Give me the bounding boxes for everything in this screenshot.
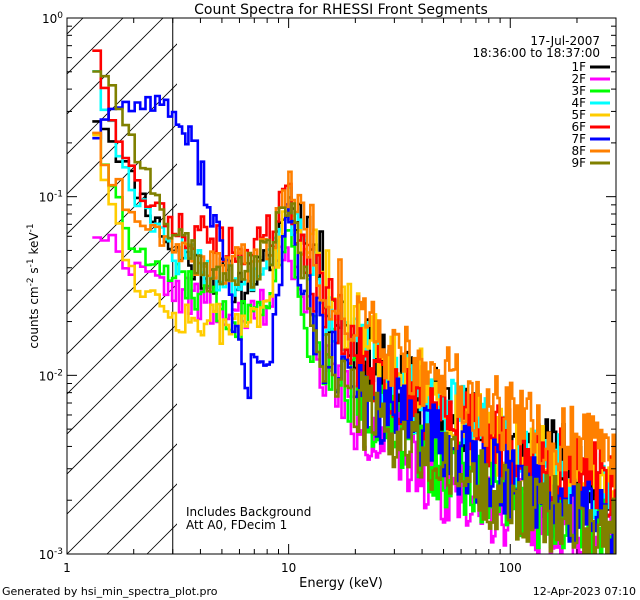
legend-label-9f: 9F [571,156,586,170]
hatch-line [67,443,177,554]
axis-ticks: 1 10 100 100 10-1 10-2 10-3 [39,11,617,575]
hatch-line [67,18,84,35]
x-tick-label: 10 [281,561,296,575]
x-tick-label: 100 [499,561,522,575]
series-lines [92,49,616,554]
hatch-line [67,43,177,155]
plot-frame [66,17,617,555]
legend-label-8f: 8F [571,144,586,158]
annotation-background: Includes Background [186,505,311,519]
hatch-line [67,403,177,515]
excluded-energy-hatch [0,0,177,554]
y-axis-label: counts cm-2 s-1 keV-1 [26,223,41,348]
x-tick-label: 1 [63,561,71,575]
hatch-line [0,0,107,554]
y-tick-label: 100 [42,11,63,26]
observation-date: 17-Jul-2007 [530,34,600,48]
legend-label-7f: 7F [571,132,586,146]
y-tick-label: 10-2 [39,368,63,383]
hatch-line [67,243,177,355]
hatch-line [67,203,177,315]
hatch-line [67,163,177,275]
observation-time-range: 18:36:00 to 18:37:00 [473,46,600,60]
legend-label-1f: 1F [571,60,586,74]
y-tick-label: 10-1 [39,190,63,205]
hatch-line [67,363,177,475]
x-axis-label: Energy (keV) [299,576,383,591]
series-line-9f [92,70,616,554]
legend-label-6f: 6F [571,120,586,134]
legend-label-2f: 2F [571,72,586,86]
annotation-attenuator: Att A0, FDecim 1 [186,518,287,532]
hatch-line [67,18,124,75]
y-tick-label: 10-3 [39,547,63,562]
legend-label-5f: 5F [571,108,586,122]
legend-label-3f: 3F [571,84,586,98]
footer-timestamp: 12-Apr-2023 07:10 [533,585,636,598]
chart-title: Count Spectra for RHESSI Front Segments [194,2,488,18]
generated-by-text: Generated by hsi_min_spectra_plot.pro [2,585,218,598]
hatch-line [67,18,164,115]
legend-label-4f: 4F [571,96,586,110]
